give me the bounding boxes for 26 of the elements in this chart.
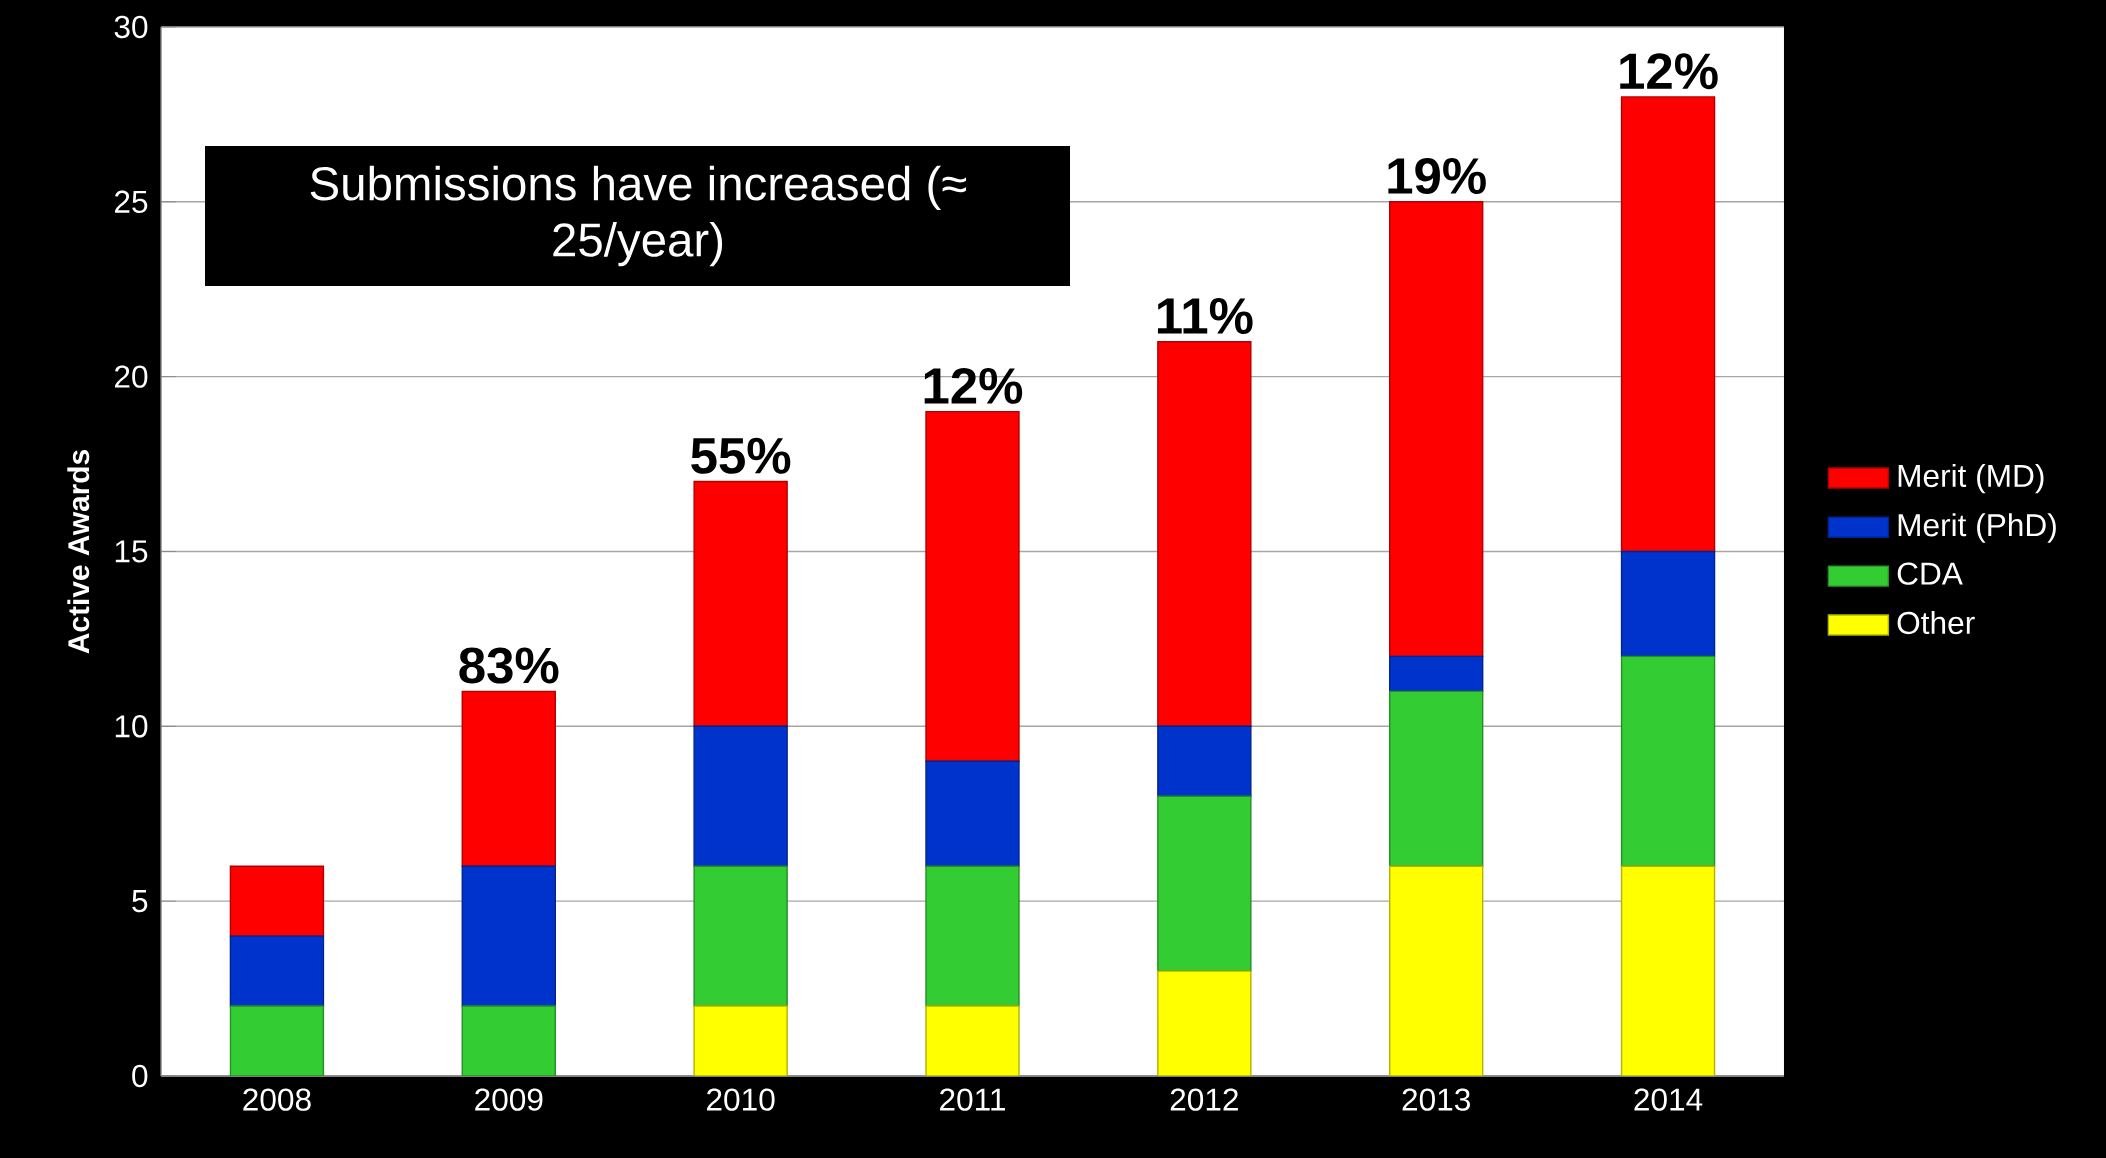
y-tick-label: 15 — [115, 540, 148, 563]
y-tick-label: 10 — [115, 715, 148, 738]
x-tick-label: 2009 — [475, 1088, 543, 1111]
y-axis-title: Active Awards — [67, 450, 90, 654]
y-tick-label: 25 — [115, 190, 148, 214]
x-tick-label: 2008 — [243, 1088, 311, 1111]
x-tick-label: 2010 — [707, 1088, 775, 1111]
annotation: 11% — [1157, 298, 1253, 334]
legend-label: Merit (PhD) — [1898, 513, 2056, 543]
legend-label: Merit (MD) — [1898, 463, 2044, 494]
x-tick-label: 2011 — [940, 1088, 1005, 1111]
legend-label: Other — [1897, 610, 1975, 635]
x-tick-label: 2014 — [1634, 1088, 1703, 1111]
annotation: 12% — [1620, 53, 1718, 90]
x-tick-label: 2013 — [1402, 1088, 1470, 1111]
y-tick-label: 5 — [132, 890, 148, 913]
annotation: Submissions have increased (≈ 25/year) — [310, 165, 967, 267]
annotation: 55% — [691, 437, 791, 474]
y-tick-label: 30 — [114, 15, 148, 39]
y-tick-label: 20 — [115, 365, 148, 388]
y-tick-label: 0 — [132, 1064, 148, 1088]
annotation: 83% — [459, 647, 559, 684]
annotation: 19% — [1388, 157, 1486, 195]
legend-label: CDA — [1897, 562, 1963, 585]
x-tick-label: 2012 — [1170, 1088, 1238, 1111]
annotation: 12% — [924, 367, 1023, 404]
